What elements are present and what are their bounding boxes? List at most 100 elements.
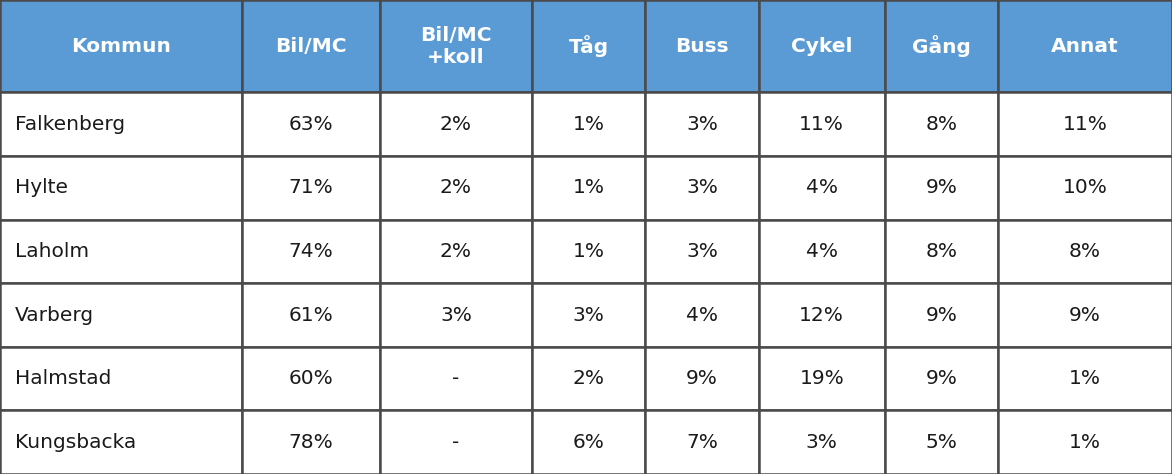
Bar	[532, 283, 646, 347]
Bar	[646, 156, 758, 219]
Text: 60%: 60%	[288, 369, 333, 388]
Bar	[885, 219, 999, 283]
Bar	[380, 410, 532, 474]
Bar	[243, 0, 380, 92]
Text: 19%: 19%	[799, 369, 844, 388]
Text: Gång: Gång	[912, 35, 970, 57]
Text: 8%: 8%	[926, 115, 958, 134]
Bar	[646, 283, 758, 347]
Bar	[646, 347, 758, 410]
Text: 1%: 1%	[1069, 369, 1101, 388]
Bar	[380, 0, 532, 92]
Text: Kungsbacka: Kungsbacka	[15, 433, 136, 452]
Text: -: -	[452, 433, 459, 452]
Bar	[380, 283, 532, 347]
Text: 1%: 1%	[573, 178, 605, 197]
Text: 11%: 11%	[799, 115, 844, 134]
Text: 1%: 1%	[1069, 433, 1101, 452]
Text: 61%: 61%	[288, 306, 333, 325]
Text: 6%: 6%	[573, 433, 605, 452]
Bar	[532, 92, 646, 156]
Text: Varberg: Varberg	[15, 306, 95, 325]
Bar	[243, 156, 380, 219]
Text: Buss: Buss	[675, 36, 729, 56]
Text: 2%: 2%	[440, 178, 472, 197]
Bar	[243, 219, 380, 283]
Text: 5%: 5%	[926, 433, 958, 452]
Text: 2%: 2%	[440, 115, 472, 134]
Text: Kommun: Kommun	[71, 36, 171, 56]
Bar	[758, 283, 885, 347]
Bar	[999, 92, 1172, 156]
Text: 9%: 9%	[686, 369, 717, 388]
Text: 9%: 9%	[926, 306, 958, 325]
Text: 9%: 9%	[1069, 306, 1101, 325]
Text: Laholm: Laholm	[15, 242, 89, 261]
Text: Hylte: Hylte	[15, 178, 68, 197]
Text: 74%: 74%	[288, 242, 333, 261]
Text: 8%: 8%	[926, 242, 958, 261]
Text: Halmstad: Halmstad	[15, 369, 111, 388]
Text: 1%: 1%	[573, 115, 605, 134]
Text: 71%: 71%	[288, 178, 333, 197]
Bar	[999, 156, 1172, 219]
Bar	[0, 0, 243, 92]
Bar	[999, 219, 1172, 283]
Text: 1%: 1%	[573, 242, 605, 261]
Bar	[0, 283, 243, 347]
Bar	[380, 219, 532, 283]
Bar	[999, 0, 1172, 92]
Text: 3%: 3%	[573, 306, 605, 325]
Bar	[243, 410, 380, 474]
Bar	[0, 92, 243, 156]
Text: 3%: 3%	[806, 433, 838, 452]
Bar	[758, 219, 885, 283]
Bar	[758, 0, 885, 92]
Bar	[999, 410, 1172, 474]
Bar	[646, 219, 758, 283]
Bar	[999, 283, 1172, 347]
Bar	[646, 410, 758, 474]
Text: 7%: 7%	[686, 433, 717, 452]
Bar	[243, 92, 380, 156]
Bar	[885, 410, 999, 474]
Text: Tåg: Tåg	[568, 35, 608, 57]
Bar	[885, 156, 999, 219]
Bar	[532, 347, 646, 410]
Bar	[532, 0, 646, 92]
Bar	[380, 347, 532, 410]
Text: 4%: 4%	[805, 178, 838, 197]
Text: 3%: 3%	[440, 306, 472, 325]
Text: Bil/MC: Bil/MC	[275, 36, 347, 56]
Bar	[885, 92, 999, 156]
Text: Cykel: Cykel	[791, 36, 852, 56]
Text: 8%: 8%	[1069, 242, 1101, 261]
Text: 3%: 3%	[686, 242, 717, 261]
Text: 78%: 78%	[288, 433, 333, 452]
Bar	[0, 347, 243, 410]
Bar	[243, 283, 380, 347]
Text: 10%: 10%	[1063, 178, 1108, 197]
Bar	[646, 92, 758, 156]
Text: 3%: 3%	[686, 115, 717, 134]
Text: 4%: 4%	[805, 242, 838, 261]
Bar	[885, 0, 999, 92]
Bar	[885, 347, 999, 410]
Text: -: -	[452, 369, 459, 388]
Bar	[0, 219, 243, 283]
Text: 11%: 11%	[1063, 115, 1108, 134]
Bar	[0, 156, 243, 219]
Text: 9%: 9%	[926, 369, 958, 388]
Bar	[532, 410, 646, 474]
Text: 12%: 12%	[799, 306, 844, 325]
Bar	[243, 347, 380, 410]
Text: 2%: 2%	[573, 369, 605, 388]
Bar	[999, 347, 1172, 410]
Bar	[758, 410, 885, 474]
Bar	[646, 0, 758, 92]
Bar	[758, 347, 885, 410]
Text: Annat: Annat	[1051, 36, 1119, 56]
Bar	[885, 283, 999, 347]
Bar	[532, 156, 646, 219]
Text: 3%: 3%	[686, 178, 717, 197]
